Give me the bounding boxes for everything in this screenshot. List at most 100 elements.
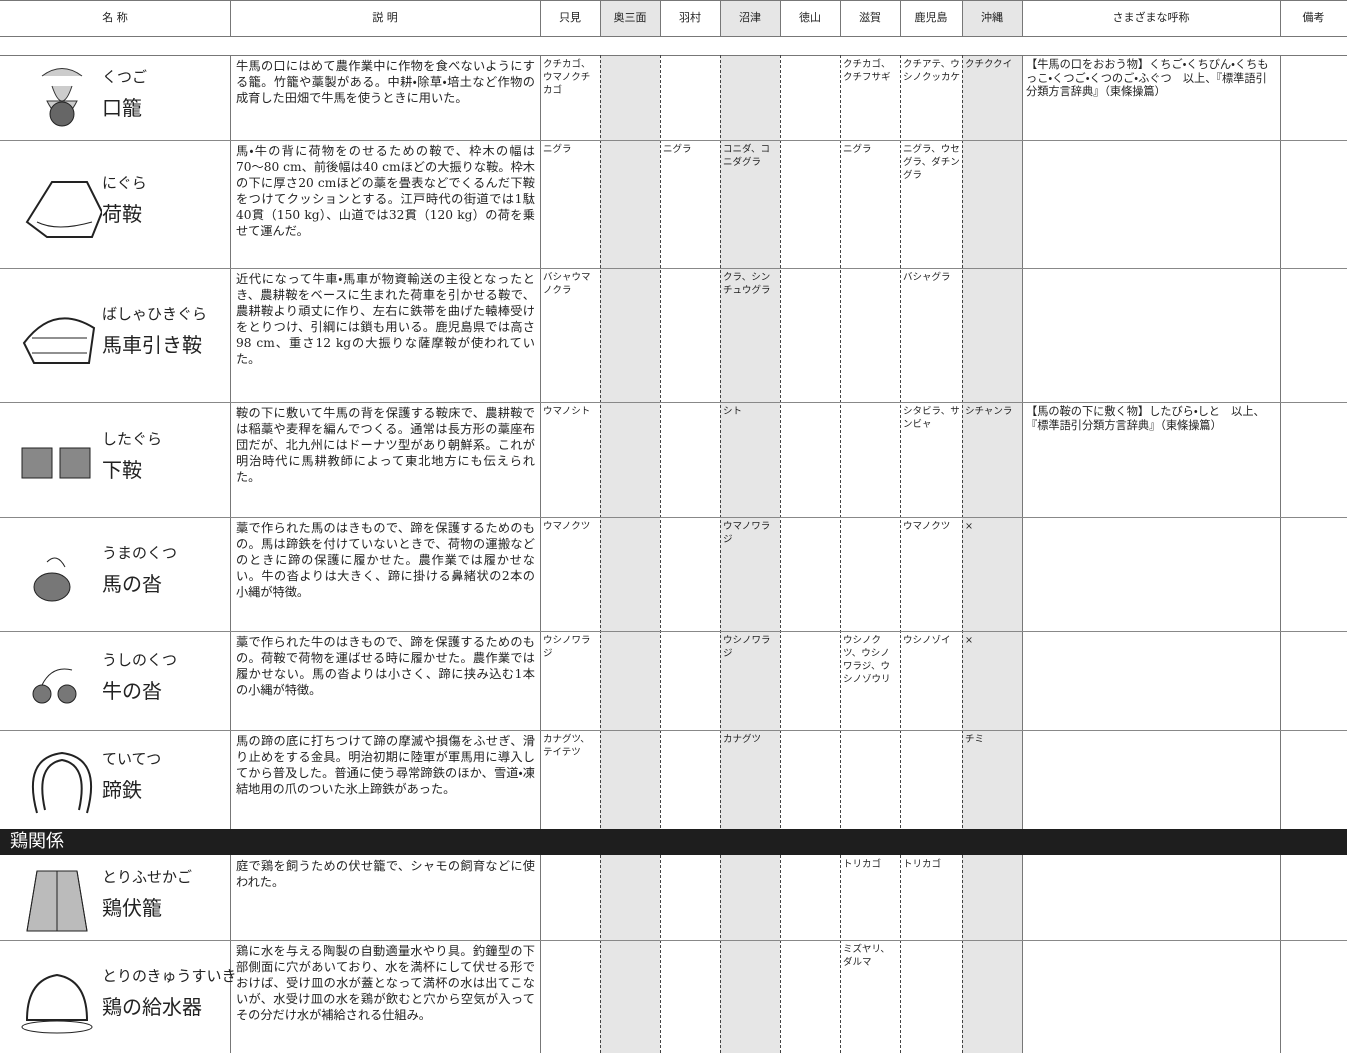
header-divider [962,0,963,36]
rule [0,402,1347,403]
column-divider [660,55,661,1053]
section-title: 鶏関係 [0,829,1347,855]
region-name: ウシノゾイ [903,635,951,646]
header-divider [230,0,231,36]
rule [0,36,1347,37]
item-reading: くつご [102,67,148,86]
item-icon [12,738,102,823]
item-description: 近代になって牛車・馬車が物資輸送の主役となったとき、農耕鞍をベースに生まれた荷車… [236,272,535,366]
column-header: 徳山 [799,11,821,24]
item-description: 馬・牛の背に荷物をのせるための鞍で、枠木の幅は70〜80 cm、前後幅は40 c… [236,144,535,238]
rule [0,268,1347,269]
item-name: 馬車引き鞍 [102,333,202,357]
item-name: 下鞍 [102,457,142,482]
item-description: 鶏に水を与える陶製の自動適量水やり具。釣鐘型の下部側面に穴があいており、水を満杯… [236,944,535,1022]
item-reading: とりふせかご [102,867,193,886]
column-shade [720,55,780,1053]
region-name: ニグラ、ウセグラ、ダチングラ [903,144,960,181]
item-reading: したぐら [102,429,163,448]
column-header: 奥三面 [613,11,647,24]
column-header: 沼津 [739,11,761,24]
item-description: 藁で作られた馬のはきもので、蹄を保護するためのもの。馬は蹄鉄を付けていないときで… [236,521,535,599]
rule [0,55,1347,56]
region-name: ニグラ [543,144,572,155]
illustration [25,181,104,238]
illustration [21,447,91,478]
item-icon [12,418,102,503]
header-shade [600,0,660,36]
item-name: 鶏伏籠 [102,895,162,920]
illustration [33,557,71,602]
item-icon [12,162,104,247]
region-name: ウシノワラジ [723,635,771,659]
item-icon [12,56,102,141]
other-names: 【馬の鞍の下に敷く物】したびら・しと 以上、『標準語引分類方言辞典』（東條操篇） [1026,405,1265,432]
region-name: カナグツ、テイテツ [543,734,590,758]
header-divider [1280,0,1281,36]
column-header: 滋賀 [859,11,881,24]
column-header: 羽村 [679,11,701,24]
item-reading: うしのくつ [102,650,178,669]
item-name: 蹄鉄 [102,777,142,802]
region-name: バシャウマノクラ [543,272,591,296]
column-divider [230,55,231,1053]
column-divider [900,55,901,1053]
region-name: バシャグラ [903,272,951,283]
item-reading: ばしゃひきぐら [102,305,208,323]
region-name: × [965,521,973,532]
other-names: 【牛馬の口をおおう物】くちご・くちびん・くちもっこ・くつご・くつのご・ふぐつ 以… [1026,58,1269,98]
item-icon [12,532,102,617]
region-name: ミズヤリ、ダルマ [843,944,890,968]
item-reading: にぐら [102,174,147,192]
region-name: カナグツ [723,734,762,745]
column-divider [780,55,781,1053]
column-shade [600,55,660,1053]
region-name: クラ、シンチュウグラ [723,272,771,296]
item-description: 藁で作られた牛のはきもので、蹄を保護するためのもの。荷鞍で荷物を運ばせる時に履か… [236,635,535,697]
item-name: 馬の沓 [102,572,162,596]
rule [0,517,1347,518]
illustration [31,751,93,813]
item-description: 庭で鶏を飼うための伏せ籠で、シャモの飼育などに使われた。 [236,859,535,889]
column-header: 鹿児島 [914,11,948,24]
region-name: × [965,635,973,646]
header-divider [660,0,661,36]
item-description: 牛馬の口にはめて農作業中に作物を食べないようにする籠。竹籠や藁製がある。中耕・除… [236,59,535,105]
illustration [41,67,83,126]
column-header: さまざまな呼称 [1112,11,1190,24]
region-name: トリカゴ [903,859,942,870]
item-reading: ていてつ [102,749,162,768]
item-name: 荷鞍 [102,202,142,226]
item-reading: とりのきゅうすいき [102,966,237,985]
item-name: 口籠 [102,95,142,120]
region-name: クチククイ [965,59,1013,70]
item-icon [12,639,102,724]
region-name: ニグラ [663,144,692,155]
item-icon [12,293,102,378]
region-name: シタビラ、サンビャ [903,406,960,430]
column-divider [1280,55,1281,1053]
header-divider [540,0,541,36]
column-divider [720,55,721,1053]
column-divider [540,55,541,1053]
item-name: 鶏の給水器 [102,994,202,1019]
rule [0,0,1347,1]
item-reading: うまのくつ [102,544,178,562]
header-divider [840,0,841,36]
rule [0,140,1347,141]
region-name: ニグラ [843,144,872,155]
region-name: クチカゴ、クチフサギ [843,59,891,83]
illustration [22,317,96,364]
region-name: ウマノクツ [543,521,591,532]
column-shade [962,55,1022,1053]
column-header: 備考 [1302,11,1325,24]
region-name: コニダ、コニダグラ [723,144,771,168]
column-header: 名 称 [102,11,128,24]
region-name: ウマノシト [543,406,591,417]
header-divider [720,0,721,36]
item-description: 鞍の下に敷いて牛馬の背を保護する鞍床で、農耕鞍では稲藁や麦稈を編んでつくる。通常… [236,406,535,484]
region-name: シチャンラ [965,406,1013,417]
region-name: ウシノワラジ [543,635,591,659]
illustration [32,668,77,703]
